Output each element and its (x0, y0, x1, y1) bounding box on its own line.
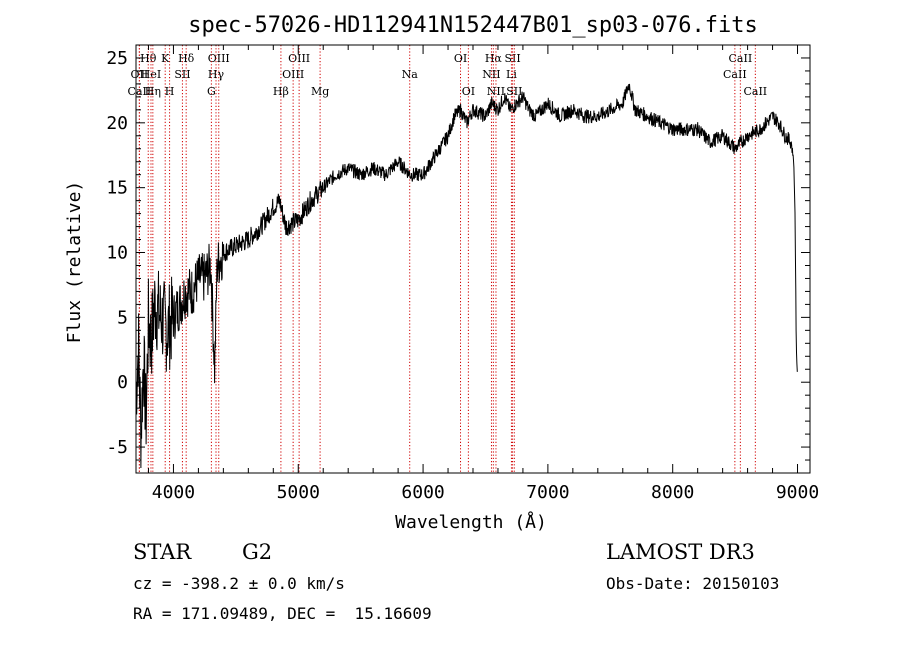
object-class: STAR (133, 540, 192, 564)
series-layer (135, 83, 798, 469)
object-subclass: G2 (242, 540, 273, 564)
ticks-layer: 4000 5000 6000 7000 8000 9000 -5 0 5 10 15 20 25 (106, 44, 819, 503)
survey-name: LAMOST DR3 (606, 540, 755, 564)
spectral-line-label: Hβ (273, 85, 289, 98)
spectral-line-label: NII (482, 68, 500, 81)
spectral-line-label: SII (174, 68, 190, 81)
spectral-line-label: OIII (288, 52, 310, 65)
chart-title: spec-57026-HD112941N152447B01_sp03-076.f… (188, 13, 758, 38)
spectral-line-label: Hγ (208, 68, 225, 81)
y-tick-label: 20 (106, 113, 128, 134)
spectral-line-label: Hη (145, 85, 161, 98)
spectral-line-label: Hδ (178, 52, 195, 65)
redshift-cz: cz = -398.2 ± 0.0 km/s (133, 574, 345, 593)
spectral-line-label: Mg (311, 85, 329, 98)
y-tick-label: 10 (106, 243, 128, 264)
y-tick-label: 0 (117, 372, 128, 393)
spectral-line-label: Li (506, 68, 517, 81)
x-tick-label: 4000 (152, 482, 195, 503)
spectral-line-label: CaII (128, 85, 152, 98)
spectral-line-label: OI (454, 52, 467, 65)
x-axis-label: Wavelength (Å) (395, 511, 547, 533)
y-tick-label: -5 (106, 437, 128, 458)
flux-series-line (135, 83, 798, 469)
x-tick-label: 6000 (401, 482, 444, 503)
spectral-line-label: G (207, 85, 216, 98)
spectral-line-label: CaII (743, 85, 767, 98)
spectral-line-label: Na (402, 68, 419, 81)
spectral-line-label: CaII (723, 68, 747, 81)
spectral-line-label: K (161, 52, 170, 65)
spectral-line-label: SII (506, 85, 522, 98)
spectral-line-label: Hθ (140, 52, 157, 65)
x-tick-label: 9000 (776, 482, 819, 503)
sky-coordinates: RA = 171.09489, DEC = 15.16609 (133, 604, 432, 623)
spectral-line-label: NII (487, 85, 505, 98)
spectral-line-label: Hα (485, 52, 503, 65)
spectral-line-label: HeI (141, 68, 161, 81)
observation-date: Obs-Date: 20150103 (606, 574, 780, 593)
y-axis-label: Flux (relative) (64, 181, 85, 344)
x-tick-label: 7000 (526, 482, 569, 503)
spectral-line-label: OIII (282, 68, 304, 81)
y-tick-label: 5 (117, 307, 128, 328)
y-tick-label: 25 (106, 48, 128, 69)
spectral-line-label: OIII (208, 52, 230, 65)
x-tick-label: 8000 (651, 482, 694, 503)
x-tick-label: 5000 (277, 482, 320, 503)
y-tick-label: 15 (106, 178, 128, 199)
spectral-line-label: SII (504, 52, 520, 65)
spectral-line-label: OI (462, 85, 475, 98)
spectral-line-label: H (165, 85, 175, 98)
spectral-line-label: CaII (729, 52, 753, 65)
